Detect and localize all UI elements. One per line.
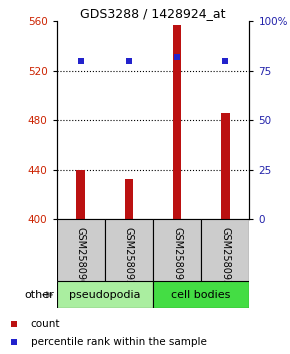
Text: GSM258091: GSM258091: [172, 227, 182, 286]
Bar: [173, 25, 182, 219]
Text: pseudopodia: pseudopodia: [69, 290, 141, 300]
Text: cell bodies: cell bodies: [171, 290, 231, 300]
Bar: [57, 281, 153, 308]
Text: GSM258090: GSM258090: [76, 227, 86, 286]
Bar: [153, 281, 249, 308]
Text: GSM258093: GSM258093: [220, 227, 230, 286]
Text: other: other: [24, 290, 54, 300]
Bar: [124, 178, 133, 219]
FancyBboxPatch shape: [153, 219, 201, 281]
Bar: [221, 113, 230, 219]
Text: count: count: [31, 319, 60, 329]
Text: GSM258092: GSM258092: [124, 227, 134, 286]
Bar: [76, 170, 85, 219]
FancyBboxPatch shape: [105, 219, 153, 281]
Text: percentile rank within the sample: percentile rank within the sample: [31, 337, 207, 347]
FancyBboxPatch shape: [57, 219, 105, 281]
FancyBboxPatch shape: [201, 219, 249, 281]
Title: GDS3288 / 1428924_at: GDS3288 / 1428924_at: [80, 7, 226, 20]
